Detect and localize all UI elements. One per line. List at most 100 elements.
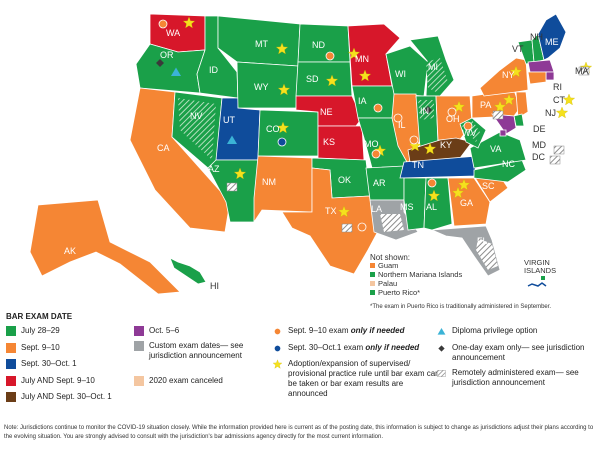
star-icon [337,205,351,218]
state-label-ca: CA [157,143,170,153]
not-shown-item: Northern Mariana Islands [378,270,462,279]
hatch-icon [549,155,561,165]
diamond-icon [438,345,445,352]
state-label-ri: RI [553,82,562,92]
legend-label: 2020 exam canceled [149,376,223,385]
legend-symbol-item: One-day exam only— see jurisdiction anno… [436,343,586,363]
state-sd [295,61,353,97]
state-label-mt: MT [255,39,268,49]
legend-symbol-item: Remotely administered exam— see jurisdic… [436,368,596,388]
state-label-ak: AK [64,246,76,256]
triangle-icon [227,135,237,144]
state-label-wy: WY [254,82,269,92]
not-shown-swatch [370,290,375,295]
star-icon [275,42,289,55]
state-dc [499,129,507,137]
state-label-sc: SC [482,181,495,191]
legend-symbol-item: Sept. 30–Oct.1 exam only if needed [272,343,442,354]
state-label-vt: VT [512,44,524,54]
star-icon [233,167,247,180]
orange-circle-icon [373,103,383,113]
hatch-icon [437,370,446,377]
us-map: WA OR CA AK HI ID NV UT AZ MT WY CO NM ND SD NE KS OK TX MN… [29,13,593,310]
legend-swatch [6,376,16,386]
legend-symbol-item: Diploma privilege option [436,326,596,337]
legend-label: Sept. 30–Oct. 1 [21,359,77,368]
state-label-ms: MS [400,202,414,212]
orange-circle-icon [447,107,457,117]
legend-item: Oct. 5–6 [134,326,259,336]
state-label-de: DE [533,124,546,134]
hatch-fl [476,238,498,270]
state-label-ga: GA [460,198,473,208]
state-ct [527,71,547,85]
state-label-id: ID [209,65,219,75]
legend-swatch [6,343,16,353]
legend-symbol-text: Remotely administered exam— see jurisdic… [452,368,579,387]
orange-circle-icon [427,178,437,188]
legend-symbol-text: One-day exam only— see jurisdiction anno… [452,343,585,362]
legend-swatch [134,376,144,386]
legend-symbol-label: Adoption/expansion of supervised/ provis… [288,359,442,399]
state-label-mn: MN [355,54,369,64]
legend-symbol-text: Sept. 30–Oct.1 exam [288,343,366,352]
star-icon [325,74,339,87]
legend-item: 2020 exam canceled [134,376,259,386]
legend-symbol-label: Diploma privilege option [452,326,537,336]
state-ma [527,59,555,73]
legend-symbol-emphasis: only if needed [350,326,405,335]
legend-symbol-emphasis: only if needed [365,343,420,352]
state-me [537,13,567,61]
blue-circle-icon [277,137,287,147]
star-icon [452,100,466,113]
star-icon [276,121,290,134]
legend-item: July AND Sept. 9–10 [6,376,131,386]
state-ak [29,199,181,295]
state-nj [515,91,529,119]
state-label-or: OR [160,50,174,60]
state-label-ne: NE [320,107,333,117]
star-icon [427,189,441,202]
not-shown-title: Not shown: [370,253,410,262]
state-label-co: CO [266,124,280,134]
triangle-icon [437,327,446,335]
state-label-ar: AR [373,178,386,188]
legend-label: Oct. 5–6 [149,326,180,335]
star-icon [493,100,507,113]
state-label-nv: NV [190,111,203,121]
state-label-wa: WA [166,28,180,38]
legend-swatch [134,341,144,351]
state-label-tn: TN [412,160,424,170]
star-icon [277,83,291,96]
legend-item: July 28–29 [6,326,131,336]
not-shown-swatch [370,272,375,277]
legend-symbol-label: Sept. 9–10 exam only if needed [288,326,405,336]
hatch-icon [226,182,238,192]
not-shown-item: Guam [378,261,398,270]
state-ms [403,177,427,231]
state-label-la: LA [371,204,382,214]
virgin-islands-shape [527,282,547,287]
state-hi [169,257,207,285]
legend-title: BAR EXAM DATE [6,312,73,321]
orange-circle-icon [463,121,473,131]
state-fl [431,225,501,277]
triangle-icon [171,67,181,76]
state-label-pa: PA [480,100,491,110]
legend-swatch [6,326,16,336]
legend-symbol-text: Diploma privilege option [452,326,538,335]
orange-circle-icon [325,51,335,61]
state-label-oh: OH [446,114,460,124]
star-icon [451,186,465,199]
blue-circle-icon [274,345,281,352]
star-icon [555,106,569,119]
hatch-nv [178,98,216,160]
legend-label: July AND Sept. 9–10 [21,376,95,385]
star-icon [182,16,196,29]
hatch-icon [578,66,590,76]
legend-label: July AND Sept. 30–Oct. 1 [21,392,112,401]
puerto-rico-footnote: *The exam in Puerto Rico is traditionall… [370,304,551,310]
state-label-ma: MA [575,66,589,76]
state-label-hi: HI [210,281,219,291]
